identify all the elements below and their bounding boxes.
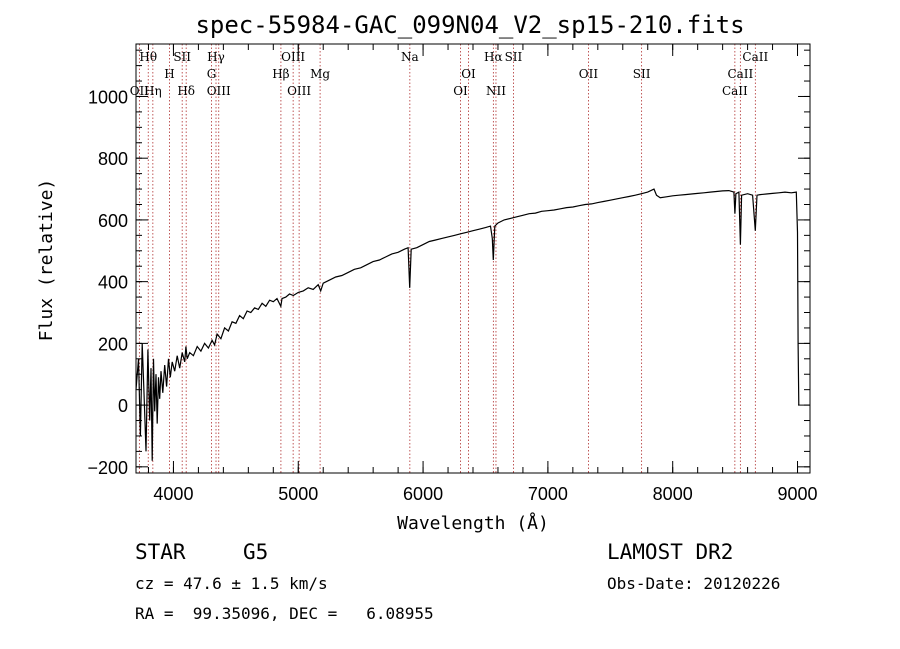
y-axis: −200 0 200 400 600 800 1000 [87, 50, 810, 478]
y-tick-label: 400 [98, 273, 128, 293]
observation-date: Obs-Date: 20120226 [607, 574, 780, 593]
spectral-line-label: Hδ [177, 84, 195, 98]
spectrum-line [136, 189, 799, 461]
y-tick-label: 1000 [88, 87, 128, 107]
chart-title: spec-55984-GAC_099N04_V2_sp15-210.fits [195, 11, 744, 39]
spectral-line-label: Hθ [139, 50, 157, 64]
survey-name: LAMOST DR2 [607, 540, 733, 564]
spectral-line-labels: Hθ OII HηH SII Hδ Hγ G OIII OIII Hβ OIII Mg Na OI OI Hα… [130, 50, 769, 98]
spectral-line-label: SII [173, 50, 191, 64]
y-tick-label: 800 [98, 149, 128, 169]
spectral-line-label: H [164, 67, 174, 81]
spectral-line-label: NII [486, 84, 506, 98]
spectrum-chart: spec-55984-GAC_099N04_V2_sp15-210.fits H… [0, 0, 900, 540]
y-tick-label: −200 [87, 458, 128, 478]
redshift-cz: cz = 47.6 ± 1.5 km/s [135, 574, 328, 593]
spectral-line-markers [139, 44, 755, 473]
spectral-line-label: OIII [207, 84, 231, 98]
spectral-line-label: SII [505, 50, 523, 64]
object-subclass: G5 [243, 540, 268, 564]
x-tick-label: 8000 [653, 484, 693, 504]
y-tick-label: 0 [118, 396, 128, 416]
spectral-line-label: Hγ [207, 50, 225, 64]
x-tick-label: 5000 [278, 484, 318, 504]
spectral-line-label: Mg [310, 67, 330, 81]
spectral-line-label: Na [401, 50, 419, 64]
x-axis: 4000 5000 6000 7000 8000 9000 [148, 44, 817, 504]
plot-frame [136, 44, 810, 473]
spectral-line-label: Hα [484, 50, 503, 64]
spectral-line-label: OI [461, 67, 476, 81]
spectral-line-label: OII [579, 67, 599, 81]
x-tick-label: 9000 [777, 484, 817, 504]
spectral-line-label: OI [453, 84, 468, 98]
spectral-line-label: SII [633, 67, 651, 81]
x-tick-label: 6000 [403, 484, 443, 504]
x-tick-label: 4000 [153, 484, 193, 504]
spectral-line-label: OIII [281, 50, 305, 64]
y-tick-label: 200 [98, 334, 128, 354]
spectral-line-label: CaII [742, 50, 768, 64]
object-class: STAR [135, 540, 186, 564]
spectral-line-label: OIII [287, 84, 311, 98]
y-axis-label: Flux (relative) [36, 179, 57, 342]
spectral-line-label: Hβ [272, 67, 289, 81]
spectral-line-label: G [207, 67, 217, 81]
spectral-line-label: CaII [722, 84, 748, 98]
spectral-line-label: Hη [144, 84, 162, 98]
x-tick-label: 7000 [528, 484, 568, 504]
spectral-line-label: CaII [727, 67, 753, 81]
y-tick-label: 600 [98, 211, 128, 231]
x-axis-label: Wavelength (Å) [397, 512, 549, 534]
coordinates: RA = 99.35096, DEC = 6.08955 [135, 604, 434, 623]
